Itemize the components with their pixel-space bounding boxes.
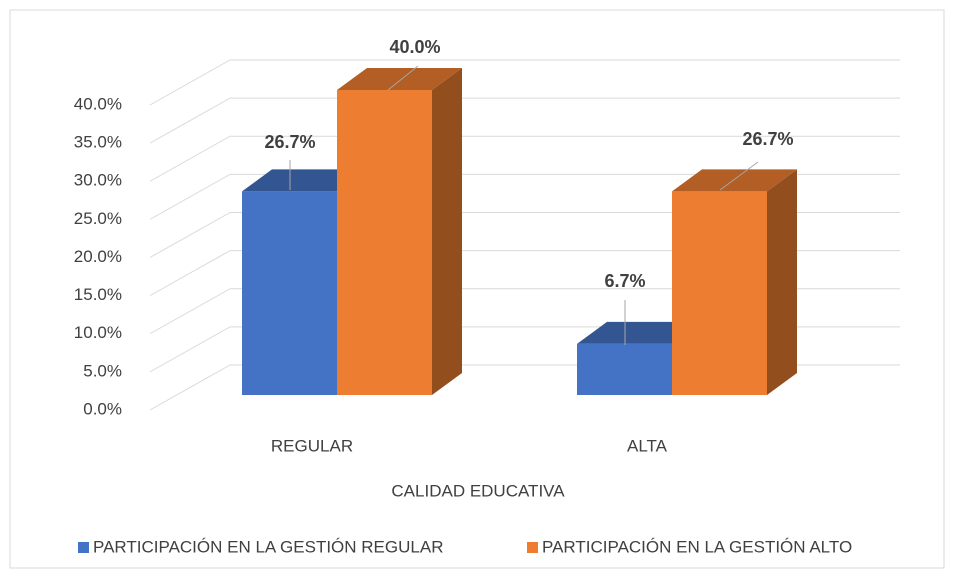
data-label: 26.7% — [742, 129, 793, 149]
y-tick-label: 25.0% — [74, 209, 122, 228]
grid-line — [149, 288, 231, 335]
bar-top — [672, 169, 797, 192]
y-tick-label: 40.0% — [74, 94, 122, 113]
data-label: 40.0% — [389, 37, 440, 57]
legend-swatch — [527, 542, 538, 553]
x-axis-title: CALIDAD EDUCATIVA — [391, 481, 565, 500]
bar — [577, 343, 672, 395]
grid-line — [149, 250, 231, 297]
bar — [337, 90, 432, 395]
grid-line — [149, 59, 231, 106]
grid-line — [149, 326, 231, 373]
leader-line — [719, 161, 759, 191]
legend-label: PARTICIPACIÓN EN LA GESTIÓN REGULAR — [93, 537, 443, 556]
grid-line — [149, 173, 231, 220]
y-tick-label: 30.0% — [74, 171, 122, 190]
y-tick-label: 5.0% — [83, 361, 122, 380]
legend-swatch — [78, 542, 89, 553]
bar-top — [577, 321, 702, 344]
y-tick-label: 35.0% — [74, 133, 122, 152]
bar — [672, 191, 767, 395]
grid-line — [149, 135, 231, 182]
data-label: 6.7% — [604, 271, 645, 291]
data-label: 26.7% — [264, 132, 315, 152]
y-tick-label: 10.0% — [74, 323, 122, 342]
y-tick-label: 15.0% — [74, 285, 122, 304]
x-tick-label: REGULAR — [271, 436, 353, 455]
y-tick-label: 20.0% — [74, 247, 122, 266]
grid-line — [149, 97, 231, 144]
bar-side — [767, 169, 797, 395]
bar-top — [337, 68, 462, 90]
bar-top — [242, 169, 367, 192]
legend-label: PARTICIPACIÓN EN LA GESTIÓN ALTO — [542, 537, 852, 556]
y-tick-label: 0.0% — [83, 399, 122, 418]
bar — [242, 191, 337, 395]
x-tick-label: ALTA — [627, 436, 668, 455]
bar-side — [432, 68, 462, 395]
leader-line — [387, 65, 419, 91]
grid-line — [149, 364, 231, 411]
grid-line — [149, 212, 231, 258]
